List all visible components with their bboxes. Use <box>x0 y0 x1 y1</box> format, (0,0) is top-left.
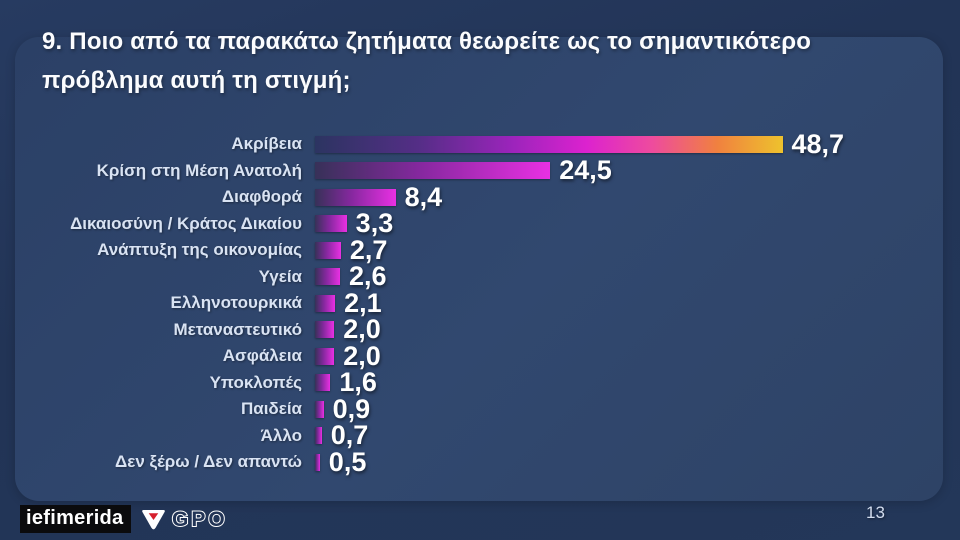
gpo-logo: GPO <box>141 507 228 531</box>
value-label: 24,5 <box>559 155 612 186</box>
bar-row: Δικαιοσύνη / Κράτος Δικαίου 3,3 <box>0 208 960 239</box>
iefimerida-logo-text: efimerida <box>31 507 124 529</box>
value-label: 2,6 <box>348 261 387 292</box>
category-label: Δικαιοσύνη / Κράτος Δικαίου <box>70 213 302 233</box>
bar-row: Μεταναστευτικό 2,0 <box>0 314 960 345</box>
value-label: 48,7 <box>791 128 845 159</box>
bar-row: Υγεία 2,6 <box>0 261 960 292</box>
value-label: 8,4 <box>404 181 443 212</box>
value-label: 2,0 <box>343 340 381 371</box>
bar-row: Παιδεία 0,9 <box>0 393 960 424</box>
category-label: Παιδεία <box>240 399 302 419</box>
value-label: 2,0 <box>343 314 381 345</box>
value-label: 1,6 <box>339 367 377 398</box>
bar <box>315 268 340 286</box>
slide-card <box>15 37 943 501</box>
bar <box>315 162 551 180</box>
value-label: 2,1 <box>344 287 382 318</box>
category-label: Μεταναστευτικό <box>173 319 303 339</box>
category-label: Ασφάλεια <box>222 346 302 366</box>
bar-row: Άλλο 0,7 <box>0 420 960 451</box>
bar-row: Διαφθορά 8,4 <box>0 181 960 212</box>
bar-row: Ελληνοτουρκικά 2,1 <box>0 287 960 318</box>
category-label: Κρίση στη Μέση Ανατολή <box>96 160 302 180</box>
page-number: 13 <box>866 503 885 522</box>
value-label: 0,5 <box>328 446 367 477</box>
value-label: 3,3 <box>355 208 394 239</box>
bar <box>315 347 335 365</box>
category-label: Ακρίβεια <box>231 134 302 154</box>
category-label: Ελληνοτουρκικά <box>170 293 302 313</box>
bar <box>315 241 341 259</box>
bar-row: Υποκλοπές 1,6 <box>0 367 960 398</box>
bar-chart: Ακρίβεια 48,7 Κρίση στη Μέση Ανατολή 24,5 Δι… <box>0 128 960 477</box>
bar <box>315 400 324 418</box>
bar <box>315 321 335 339</box>
category-label: Υποκλοπές <box>209 372 302 392</box>
bar <box>315 135 783 153</box>
bar <box>315 374 331 392</box>
category-label: Άλλο <box>260 425 302 445</box>
category-label: Διαφθορά <box>221 187 302 207</box>
value-label: 0,9 <box>332 393 371 424</box>
bar-row: Ανάπτυξη της οικονομίας 2,7 <box>0 234 960 265</box>
category-label: Ανάπτυξη της οικονομίας <box>97 240 302 260</box>
value-label: 0,7 <box>330 420 369 451</box>
bar-row: Ασφάλεια 2,0 <box>0 340 960 371</box>
gpo-logo-text: GPO <box>171 507 228 531</box>
bar-row: Ακρίβεια 48,7 <box>0 128 960 159</box>
category-label: Υγεία <box>258 266 302 286</box>
bar <box>315 453 320 471</box>
question-title: 9. Ποιο από τα παρακάτω ζητήματα θεωρείτ… <box>42 28 812 94</box>
iefimerida-logo: i efimerida <box>20 505 131 533</box>
bar <box>315 294 336 312</box>
gpo-emblem-icon <box>142 509 165 529</box>
category-label: Δεν ξέρω / Δεν απαντώ <box>115 452 302 472</box>
bar-row: Δεν ξέρω / Δεν απαντώ 0,5 <box>0 446 960 477</box>
iefimerida-logo-i: i <box>26 507 32 529</box>
bar <box>315 215 347 233</box>
value-label: 2,7 <box>349 234 388 265</box>
bar-row: Κρίση στη Μέση Ανατολή 24,5 <box>0 155 960 186</box>
bar <box>315 188 396 206</box>
bar <box>315 427 322 445</box>
